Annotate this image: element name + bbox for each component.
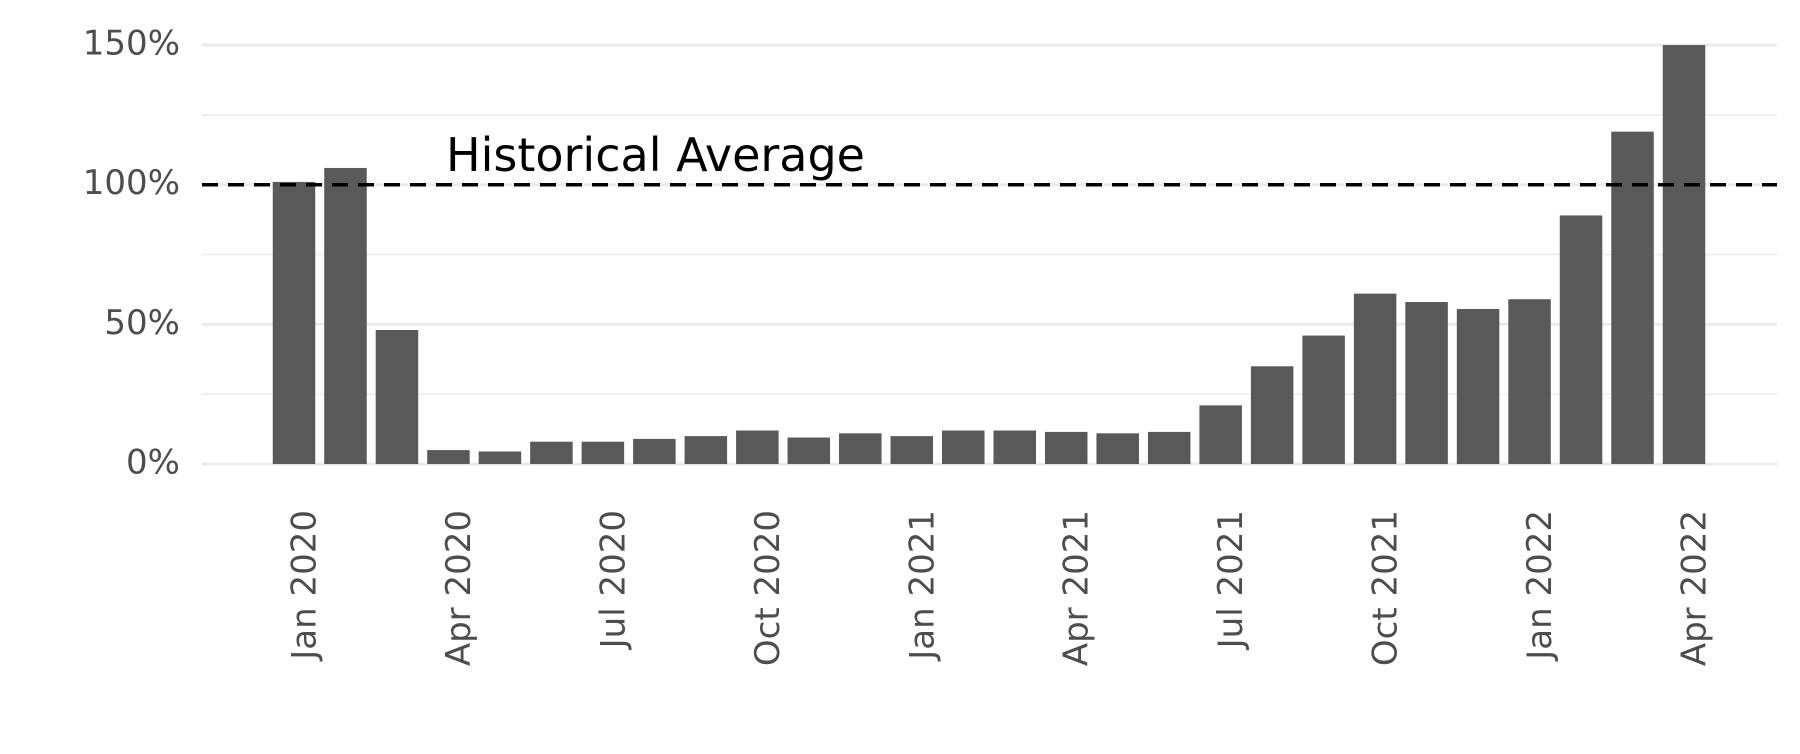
x-tick-label: Apr 2020 (439, 510, 479, 666)
bar (1456, 309, 1500, 465)
bar (375, 329, 419, 465)
bar (1353, 293, 1397, 465)
x-tick-label: Oct 2021 (1366, 510, 1406, 666)
bar (1147, 431, 1191, 465)
bar (530, 441, 573, 465)
bar (633, 438, 676, 465)
y-tick-label: 100% (83, 163, 180, 203)
y-tick-label: 150% (83, 24, 180, 64)
bar (1405, 302, 1448, 465)
bar (1611, 131, 1654, 465)
bar (478, 451, 522, 465)
x-tick-label: Jul 2021 (1211, 510, 1251, 650)
bar (993, 430, 1036, 465)
bar (427, 450, 470, 465)
bar (839, 433, 882, 465)
x-tick-label: Jan 2020 (285, 510, 325, 662)
bar (1250, 366, 1294, 465)
bar (324, 167, 367, 465)
bar (1302, 335, 1345, 465)
bar (272, 181, 316, 465)
bar (1199, 405, 1242, 465)
x-tick-label: Oct 2020 (748, 510, 788, 666)
y-tick-label: 50% (104, 303, 180, 343)
x-tick-label: Apr 2022 (1675, 510, 1715, 666)
bar (1559, 215, 1603, 465)
x-tick-label: Jan 2022 (1520, 510, 1560, 662)
reference-label: Historical Average (446, 128, 865, 182)
bar (1662, 45, 1706, 465)
bar (684, 436, 728, 465)
x-tick-label: Jan 2021 (902, 510, 942, 662)
bar (787, 437, 831, 465)
bar (736, 430, 779, 465)
bar (1096, 433, 1139, 465)
x-tick-label: Apr 2021 (1057, 510, 1097, 666)
bar (890, 436, 934, 465)
bar (581, 441, 625, 465)
x-tick-label: Jul 2020 (593, 510, 633, 650)
bar (1044, 431, 1088, 465)
bar (1508, 299, 1551, 465)
y-tick-label: 0% (126, 443, 180, 483)
bar (942, 430, 985, 465)
